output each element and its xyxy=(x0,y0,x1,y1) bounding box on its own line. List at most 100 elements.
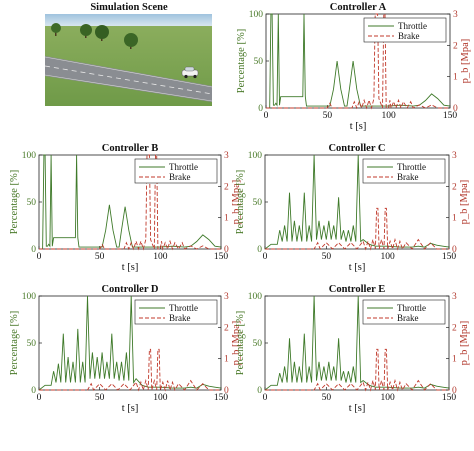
y-right-tick-label: 2 xyxy=(452,182,457,192)
y-right-tick-label: 2 xyxy=(224,182,229,192)
legend-label: Throttle xyxy=(169,162,198,172)
legend-box xyxy=(363,17,447,43)
y-axis-label: Percentage [%] xyxy=(9,170,20,234)
chart-title: Controller B xyxy=(102,143,158,154)
x-axis-label: t [s] xyxy=(349,403,366,414)
y-right-axis-label: p_b [Mpa] xyxy=(459,180,470,225)
y-right-tick-label: 3 xyxy=(224,151,229,161)
x-axis-label: t [s] xyxy=(122,403,139,414)
y-right-tick-label: 1 xyxy=(224,355,229,365)
chart-title: Controller D xyxy=(101,284,158,295)
y-right-tick-label: 0 xyxy=(452,245,457,255)
scene-title: Simulation Scene xyxy=(90,2,168,13)
y-right-tick-label: 1 xyxy=(224,214,229,224)
series-line-throttle xyxy=(266,13,451,109)
y-tick-label: 50 xyxy=(254,57,264,67)
legend-box xyxy=(134,299,218,325)
y-tick-label: 100 xyxy=(248,151,263,161)
x-tick-label: 50 xyxy=(323,111,333,121)
y-tick-label: 50 xyxy=(253,339,263,349)
y-tick-label: 100 xyxy=(22,292,37,302)
y-axis-label: Percentage [%] xyxy=(235,311,246,375)
x-tick-label: 0 xyxy=(37,252,42,262)
x-tick-label: 0 xyxy=(264,111,269,121)
x-tick-label: 100 xyxy=(381,393,396,403)
y-tick-label: 50 xyxy=(253,198,263,208)
legend-label: Throttle xyxy=(397,162,426,172)
x-tick-label: 0 xyxy=(263,393,268,403)
x-tick-label: 100 xyxy=(381,252,396,262)
y-tick-label: 0 xyxy=(31,386,36,396)
x-tick-label: 0 xyxy=(37,393,42,403)
x-axis-label: t [s] xyxy=(122,262,139,273)
y-right-tick-label: 1 xyxy=(453,73,458,83)
x-tick-label: 50 xyxy=(322,252,332,262)
chart-title: Controller A xyxy=(330,2,387,13)
y-right-axis-label: p_b [Mpa] xyxy=(231,180,242,225)
series-line-throttle xyxy=(39,154,222,250)
legend-box xyxy=(134,158,218,184)
x-tick-label: 150 xyxy=(214,393,229,403)
x-tick-label: 50 xyxy=(95,393,105,403)
y-right-tick-label: 0 xyxy=(224,386,229,396)
y-right-tick-label: 0 xyxy=(224,245,229,255)
y-right-tick-label: 2 xyxy=(452,323,457,333)
legend-label: Throttle xyxy=(397,303,426,313)
x-tick-label: 50 xyxy=(322,393,332,403)
y-tick-label: 50 xyxy=(27,198,37,208)
x-axis-label: t [s] xyxy=(349,262,366,273)
legend-label: Brake xyxy=(398,31,420,41)
y-tick-label: 50 xyxy=(27,339,37,349)
y-right-tick-label: 1 xyxy=(452,355,457,365)
chart-title: Controller E xyxy=(329,284,385,295)
y-tick-label: 0 xyxy=(257,386,262,396)
y-tick-label: 100 xyxy=(248,292,263,302)
simulation-scene-image xyxy=(44,14,213,106)
x-axis-label: t [s] xyxy=(350,121,367,132)
y-right-tick-label: 2 xyxy=(453,41,458,51)
y-right-tick-label: 0 xyxy=(452,386,457,396)
x-tick-label: 100 xyxy=(382,111,397,121)
series-line-brake xyxy=(39,154,221,251)
x-tick-label: 150 xyxy=(214,252,229,262)
y-tick-label: 100 xyxy=(22,151,37,161)
car-icon xyxy=(181,66,199,79)
legend-label: Brake xyxy=(397,313,419,323)
y-right-axis-label: p_b [Mpa] xyxy=(460,39,471,84)
x-tick-label: 150 xyxy=(442,252,457,262)
y-axis-label: Percentage [%] xyxy=(236,29,247,93)
y-right-axis-label: p_b [Mpa] xyxy=(231,321,242,366)
y-right-tick-label: 0 xyxy=(453,104,458,114)
y-right-tick-label: 3 xyxy=(453,10,458,20)
x-tick-label: 100 xyxy=(153,393,168,403)
legend-label: Brake xyxy=(169,172,191,182)
y-axis-label: Percentage [%] xyxy=(235,170,246,234)
series-line-brake xyxy=(39,348,221,392)
legend-label: Brake xyxy=(169,313,191,323)
series-line-brake xyxy=(265,207,449,251)
series-line-brake xyxy=(266,13,450,110)
chart-title: Controller C xyxy=(328,143,385,154)
legend-label: Throttle xyxy=(398,21,427,31)
legend-label: Throttle xyxy=(169,303,198,313)
legend-box xyxy=(362,158,446,184)
y-tick-label: 100 xyxy=(249,10,264,20)
tree-icon xyxy=(51,23,138,49)
x-tick-label: 150 xyxy=(443,111,458,121)
x-tick-label: 100 xyxy=(153,252,168,262)
y-tick-label: 0 xyxy=(31,245,36,255)
x-tick-label: 0 xyxy=(263,252,268,262)
legend-label: Brake xyxy=(397,172,419,182)
y-right-axis-label: p_b [Mpa] xyxy=(459,321,470,366)
